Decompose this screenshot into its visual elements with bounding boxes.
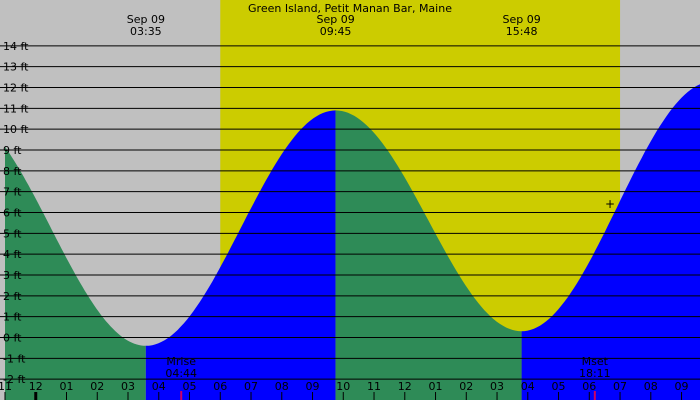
tide-event-time: 15:48 xyxy=(506,25,538,38)
hour-label: 05 xyxy=(183,380,197,393)
y-tick-label: 14 ft xyxy=(3,40,29,53)
y-axis-labels: 14 ft 13 ft 12 ft 11 ft 10 ft 9 ft 8 ft 7 ft 6 f… xyxy=(3,40,29,386)
hour-label: 02 xyxy=(90,380,104,393)
x-axis-labels: 11 12 01 02 03 04 05 06 07 08 09 10 11 12 01 02 03 04 05 06… xyxy=(0,380,689,400)
tide-event-time: 03:35 xyxy=(130,25,162,38)
tide-area xyxy=(5,84,700,400)
y-tick-label: 6 ft xyxy=(3,207,22,220)
y-tick-label: 8 ft xyxy=(3,165,22,178)
hour-label: 04 xyxy=(521,380,535,393)
tide-event-date: Sep 09 xyxy=(127,13,165,26)
hour-label: 08 xyxy=(644,380,658,393)
hour-label: 11 xyxy=(367,380,381,393)
y-tick-label: 12 ft xyxy=(3,82,29,95)
y-tick-label: -1 ft xyxy=(3,352,26,365)
y-tick-label: 5 ft xyxy=(3,227,22,240)
y-tick-label: 3 ft xyxy=(3,269,22,282)
hour-label: 03 xyxy=(490,380,504,393)
hour-label: 09 xyxy=(675,380,689,393)
rising-tide-area xyxy=(145,110,336,400)
falling-tide-area xyxy=(5,146,146,400)
chart-title: Green Island, Petit Manan Bar, Maine xyxy=(248,2,452,15)
tide-event-date: Sep 09 xyxy=(503,13,541,26)
y-tick-label: 10 ft xyxy=(3,123,29,136)
hour-label: 07 xyxy=(244,380,258,393)
moon-event-time: 18:11 xyxy=(579,367,611,380)
moon-event-label: Mset xyxy=(582,355,609,368)
rising-tide-area xyxy=(521,84,700,400)
hour-label: 02 xyxy=(459,380,473,393)
y-tick-label: 9 ft xyxy=(3,144,22,157)
tide-event-time: 09:45 xyxy=(320,25,352,38)
y-tick-label: 11 ft xyxy=(3,102,29,115)
y-tick-label: 1 ft xyxy=(3,311,22,324)
hour-label: 03 xyxy=(121,380,135,393)
y-tick-label: -2 ft xyxy=(3,373,26,386)
hour-label: 05 xyxy=(552,380,566,393)
hour-label: 01 xyxy=(429,380,443,393)
y-tick-label: 0 ft xyxy=(3,332,22,345)
moon-event-label: Mrise xyxy=(166,355,196,368)
hour-label: 09 xyxy=(306,380,320,393)
tide-event-date: Sep 09 xyxy=(316,13,354,26)
y-tick-label: 4 ft xyxy=(3,248,22,261)
falling-tide-area xyxy=(335,110,522,400)
hour-label: 06 xyxy=(213,380,227,393)
hour-label: 01 xyxy=(60,380,74,393)
hour-label: 12 xyxy=(398,380,412,393)
grid-lines xyxy=(0,45,700,380)
y-tick-label: 7 ft xyxy=(3,186,22,199)
hour-label: 07 xyxy=(613,380,627,393)
hour-label: 06 xyxy=(582,380,596,393)
hour-label: 11 xyxy=(0,380,12,393)
moon-event-time: 04:44 xyxy=(165,367,197,380)
hour-label: 10 xyxy=(336,380,350,393)
crosshair-marker: + xyxy=(605,197,615,211)
y-tick-label: 2 ft xyxy=(3,290,22,303)
hour-label: 08 xyxy=(275,380,289,393)
hour-label: 04 xyxy=(152,380,166,393)
y-tick-label: 13 ft xyxy=(3,61,29,74)
hour-label: 12 xyxy=(29,380,43,393)
